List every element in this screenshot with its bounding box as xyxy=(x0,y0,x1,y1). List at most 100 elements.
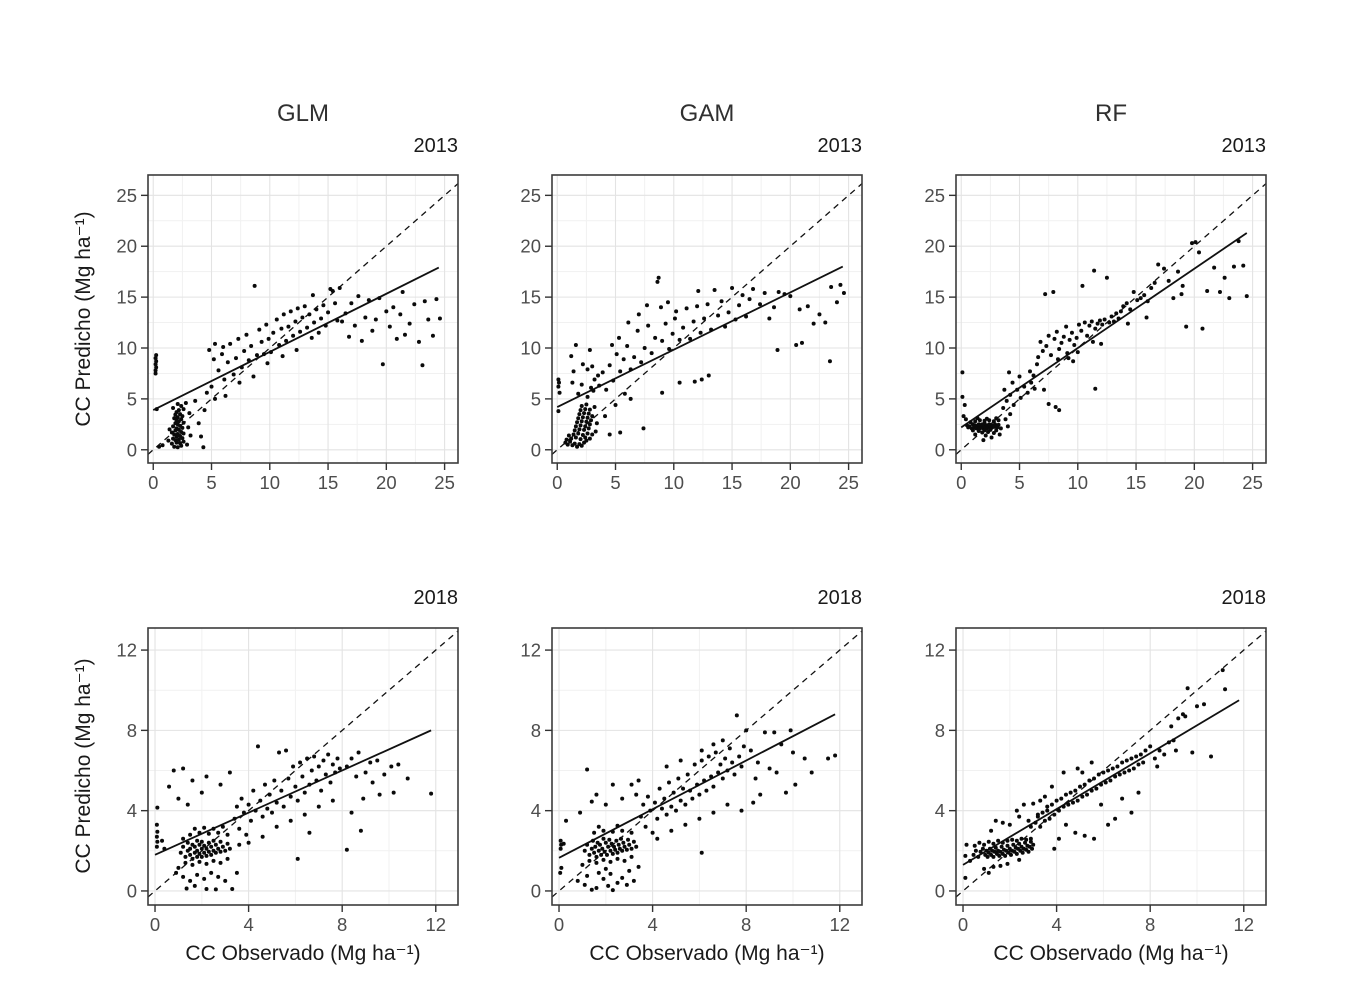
y-tick-label: 4 xyxy=(935,800,945,821)
scatter-points xyxy=(154,744,434,892)
x-tick-label: 10 xyxy=(1067,472,1088,493)
facet-label-glm-2018: 2018 xyxy=(413,587,459,609)
scatter-points xyxy=(963,668,1228,880)
y-tick-label: 5 xyxy=(935,388,945,409)
scatter-points xyxy=(558,713,838,893)
x-tick-label: 25 xyxy=(838,472,859,493)
x-tick-label: 0 xyxy=(150,914,160,935)
y-tick-label: 10 xyxy=(924,338,945,359)
y-tick-label: 0 xyxy=(935,439,945,460)
x-tick-label: 25 xyxy=(434,472,455,493)
x-tick-label: 0 xyxy=(956,472,966,493)
y-tick-label: 8 xyxy=(531,720,541,741)
facet-label-glm-2013: 2013 xyxy=(413,135,459,157)
x-tick-label: 10 xyxy=(259,472,280,493)
minor-gridlines xyxy=(148,628,458,905)
regression-line xyxy=(556,265,844,408)
y-tick-label: 15 xyxy=(924,287,945,308)
x-tick-label: 5 xyxy=(206,472,216,493)
minor-gridlines xyxy=(552,175,862,463)
minor-gridlines xyxy=(148,175,458,463)
axis-ticks: 0 5 10 15 20 25 0 5 10 15 20 25 xyxy=(520,185,858,493)
y-tick-label: 10 xyxy=(520,338,541,359)
x-tick-label: 8 xyxy=(1145,914,1155,935)
x-tick-label: 25 xyxy=(1242,472,1263,493)
y-tick-label: 5 xyxy=(531,388,541,409)
y-tick-label: 10 xyxy=(116,338,137,359)
x-tick-label: 0 xyxy=(958,914,968,935)
y-tick-label: 0 xyxy=(935,880,945,901)
x-tick-label: 15 xyxy=(318,472,339,493)
panel-border xyxy=(955,174,1267,464)
major-gridlines xyxy=(956,175,1266,463)
panel-glm-2013: 0 5 10 15 20 25 0 5 10 15 20 25 xyxy=(116,174,459,493)
regression-line xyxy=(962,699,1240,866)
x-tick-label: 5 xyxy=(610,472,620,493)
y-tick-label: 8 xyxy=(127,720,137,741)
plot-background xyxy=(956,628,1266,905)
panel-border xyxy=(955,627,1267,906)
x-tick-label: 20 xyxy=(376,472,397,493)
one-to-one-line xyxy=(551,183,863,455)
x-axis-title-glm: CC Observado (Mg ha⁻¹) xyxy=(185,942,421,965)
panel-rf-2018: 0 4 8 12 0 4 8 12 xyxy=(924,627,1267,935)
plot-background xyxy=(956,175,1266,463)
major-gridlines xyxy=(956,628,1266,905)
column-title-glm: GLM xyxy=(276,100,329,127)
major-gridlines xyxy=(552,628,862,905)
y-tick-label: 8 xyxy=(935,720,945,741)
axis-ticks: 0 5 10 15 20 25 0 5 10 15 20 25 xyxy=(924,185,1262,493)
scatter-points xyxy=(153,283,442,450)
plot-background xyxy=(148,628,458,905)
major-gridlines xyxy=(148,175,458,463)
x-tick-label: 20 xyxy=(1184,472,1205,493)
x-tick-label: 12 xyxy=(1233,914,1254,935)
panel-border xyxy=(147,627,459,906)
one-to-one-line xyxy=(955,183,1267,455)
x-tick-label: 15 xyxy=(722,472,743,493)
y-tick-label: 20 xyxy=(520,236,541,257)
panel-border xyxy=(551,174,863,464)
x-tick-label: 12 xyxy=(829,914,850,935)
one-to-one-line xyxy=(147,183,459,455)
x-tick-label: 8 xyxy=(741,914,751,935)
x-tick-label: 4 xyxy=(647,914,657,935)
panel-gam-2018: 0 4 8 12 0 4 8 12 xyxy=(520,627,863,935)
plot-background xyxy=(552,628,862,905)
y-tick-label: 0 xyxy=(531,880,541,901)
y-tick-label: 0 xyxy=(127,439,137,460)
y-tick-label: 12 xyxy=(924,640,945,661)
panel-border xyxy=(551,627,863,906)
y-tick-label: 15 xyxy=(520,287,541,308)
column-title-gam: GAM xyxy=(679,100,735,127)
column-title-rf: RF xyxy=(1095,100,1127,127)
x-tick-label: 0 xyxy=(148,472,158,493)
panel-border xyxy=(147,174,459,464)
panel-glm-2018: 0 4 8 12 0 4 8 12 xyxy=(116,627,459,935)
x-tick-label: 15 xyxy=(1126,472,1147,493)
scatter-points xyxy=(960,239,1249,443)
regression-line xyxy=(154,729,432,856)
y-tick-label: 20 xyxy=(116,236,137,257)
panel-gam-2013: 0 5 10 15 20 25 0 5 10 15 20 25 xyxy=(520,174,863,493)
axis-ticks: 0 4 8 12 0 4 8 12 xyxy=(924,640,1254,935)
scatter-points xyxy=(556,275,846,449)
x-tick-label: 20 xyxy=(780,472,801,493)
x-tick-label: 0 xyxy=(554,914,564,935)
axis-ticks: 0 5 10 15 20 25 0 5 10 15 20 25 xyxy=(116,185,454,493)
minor-gridlines xyxy=(552,628,862,905)
facet-label-gam-2018: 2018 xyxy=(817,587,863,609)
x-tick-label: 5 xyxy=(1014,472,1024,493)
x-tick-label: 4 xyxy=(1051,914,1061,935)
y-tick-label: 5 xyxy=(127,388,137,409)
panel-rf-2013: 0 5 10 15 20 25 0 5 10 15 20 25 xyxy=(924,174,1267,493)
y-tick-label: 20 xyxy=(924,236,945,257)
facet-label-rf-2013: 2013 xyxy=(1221,135,1267,157)
plot-background xyxy=(552,175,862,463)
y-tick-label: 4 xyxy=(127,800,137,821)
y-tick-label: 25 xyxy=(116,185,137,206)
y-tick-label: 0 xyxy=(531,439,541,460)
y-tick-label: 12 xyxy=(520,640,541,661)
axis-ticks: 0 4 8 12 0 4 8 12 xyxy=(520,640,850,935)
